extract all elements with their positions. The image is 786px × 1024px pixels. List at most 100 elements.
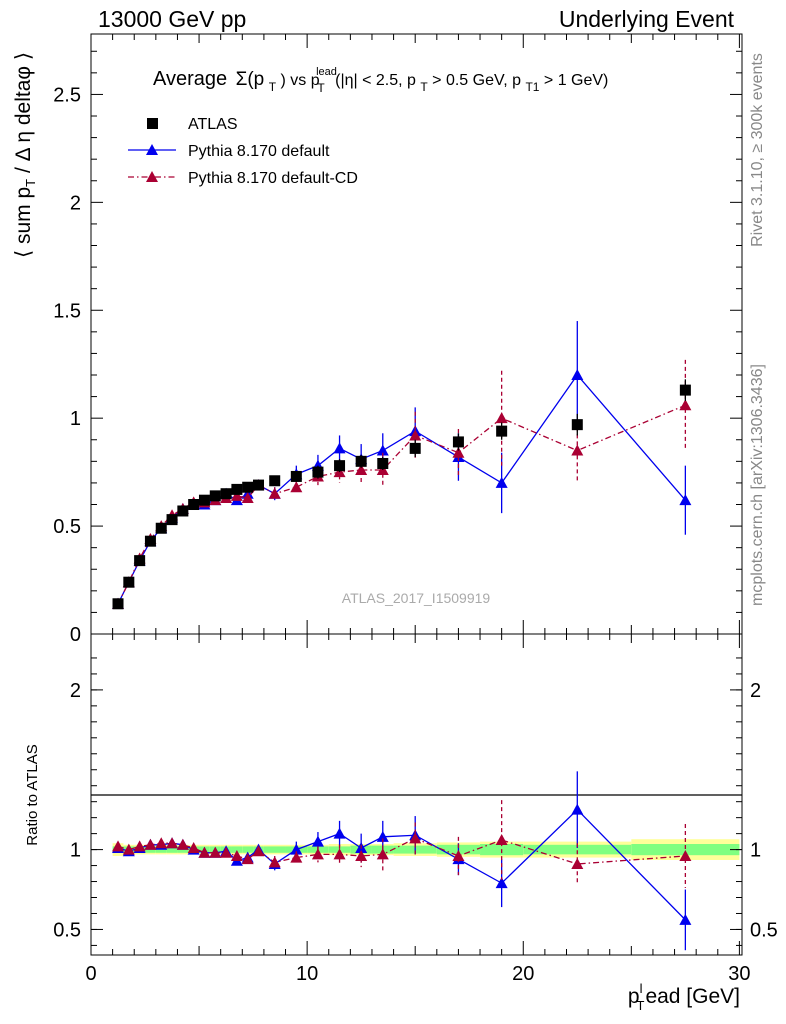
- pythia-default-point: [679, 494, 692, 506]
- atlas-point: [377, 457, 389, 469]
- ratio-ytick-label-right: 1: [750, 840, 761, 862]
- atlas-point: [198, 494, 210, 506]
- ratio-pythia-default-point: [571, 803, 584, 815]
- ratio-pythia-cd-point: [355, 849, 368, 861]
- atlas-point: [452, 436, 464, 448]
- ratio-pythia-cd-point: [290, 851, 303, 863]
- main-panel: 0 0.5 1 1.5 2 2.5 ATLAS_2017_I1509919 Average…: [12, 33, 743, 646]
- ratio-pythia-cd-point: [133, 840, 146, 852]
- legend-marker-pythia-default: [146, 144, 158, 155]
- ratio-pythia-default-point: [679, 913, 692, 925]
- pythia-cd-point: [355, 463, 368, 475]
- ratio-pythia-cd-point: [198, 846, 211, 858]
- ratio-pythia-cd-point: [409, 832, 422, 844]
- ratio-pythia-cd-point: [144, 838, 157, 850]
- ratio-pythia-cd-point: [452, 849, 465, 861]
- ratio-xtick-label: 20: [512, 963, 534, 985]
- ratio-band-inner: [166, 846, 178, 853]
- ratio-pythia-cd-point: [333, 848, 346, 860]
- ratio-ytick-label: 2: [70, 680, 81, 702]
- ratio-pythia-cd-point: [155, 837, 168, 849]
- legend-label-atlas: ATLAS: [188, 116, 238, 133]
- atlas-point: [679, 384, 691, 396]
- atlas-point: [355, 455, 367, 467]
- atlas-point: [209, 490, 221, 502]
- atlas-point: [409, 442, 421, 454]
- ratio-pythia-cd-point: [241, 853, 254, 865]
- atlas-point: [496, 425, 508, 437]
- ratio-pythia-default-point: [333, 827, 346, 839]
- atlas-point: [144, 535, 156, 547]
- ratio-band-inner: [242, 846, 254, 853]
- atlas-point: [312, 466, 324, 478]
- atlas-point: [290, 470, 302, 482]
- ratio-pythia-default-point: [376, 830, 389, 842]
- ratio-band-inner: [263, 846, 286, 853]
- atlas-point: [220, 488, 232, 500]
- ratio-frame: [90, 633, 743, 956]
- ratio-pythia-cd-point: [187, 842, 200, 853]
- atlas-point: [112, 598, 124, 610]
- legend-entry-atlas: ATLAS: [147, 116, 238, 133]
- header-left: 13000 GeV pp: [98, 6, 247, 32]
- ratio-pythia-cd-point: [376, 848, 389, 860]
- main-ytick-label: 1: [70, 408, 81, 430]
- atlas-point: [231, 483, 243, 495]
- ratio-pythia-default-point: [290, 843, 303, 855]
- pythia-default-point: [571, 369, 584, 381]
- legend: ATLAS Pythia 8.170 default Pythia 8.170 …: [128, 116, 358, 187]
- ratio-pythia-cd-point: [166, 837, 179, 849]
- ratio-pythia-default-line: [117, 808, 686, 921]
- atlas-point: [334, 460, 346, 472]
- atlas-point: [571, 419, 583, 431]
- ratio-pythia-cd-point: [209, 846, 222, 858]
- mcplots-label: mcplots.cern.ch [arXiv:1306.3436]: [749, 364, 766, 606]
- pythia-cd-point: [679, 399, 692, 411]
- atlas-point: [177, 505, 189, 517]
- pythia-cd-point: [290, 481, 303, 493]
- pythia-default-line: [117, 373, 686, 605]
- atlas-point: [188, 499, 200, 511]
- pythia-cd-point: [452, 446, 465, 458]
- pythia-cd-point: [409, 429, 422, 441]
- ratio-ytick-label: 1: [70, 840, 81, 862]
- main-title: Average Σ(p T ) vs p lead T (|η| < 2.5, …: [153, 62, 608, 96]
- main-ylabel: ⟨ sum pT / Δ η deltaφ ⟩: [12, 52, 38, 258]
- ratio-pythia-cd-point: [176, 838, 189, 850]
- ratio-pythia-cd-point: [122, 843, 135, 855]
- ratio-band-inner: [231, 846, 243, 853]
- main-watermark: ATLAS_2017_I1509919: [342, 590, 491, 606]
- main-ytick-label: 0: [70, 624, 81, 646]
- ratio-xlabel: pl Tead [GeV]: [628, 981, 740, 1013]
- ratio-ylabel: Ratio to ATLAS: [24, 744, 41, 845]
- pythia-cd-point: [268, 487, 281, 499]
- main-ytick-label: 2: [70, 192, 81, 214]
- ratio-band-inner: [523, 844, 632, 855]
- pythia-default-point: [333, 442, 346, 454]
- ratio-xtick-label: 10: [296, 963, 318, 985]
- pythia-cd-point: [495, 412, 508, 424]
- ratio-pythia-cd-point: [571, 857, 584, 869]
- ratio-pythia-cd-point: [220, 846, 233, 858]
- ratio-pythia-default-point: [311, 835, 324, 847]
- legend-label-pythia-cd: Pythia 8.170 default-CD: [188, 170, 358, 187]
- legend-marker-pythia-cd: [146, 171, 158, 182]
- main-ytick-label: 2.5: [53, 84, 81, 106]
- ratio-xtick-label: 30: [728, 963, 750, 985]
- pythia-default-point: [495, 476, 508, 488]
- ratio-pythia-cd-point: [252, 845, 265, 857]
- ratio-ytick-label: 0.5: [53, 919, 81, 941]
- pythia-cd-point: [571, 444, 584, 456]
- ratio-pythia-cd-point: [679, 849, 692, 861]
- main-ytick-label: 1.5: [53, 300, 81, 322]
- atlas-point: [155, 522, 167, 534]
- ratio-pythia-cd-point: [268, 856, 281, 868]
- atlas-point: [134, 555, 146, 567]
- atlas-point: [166, 514, 178, 526]
- ratio-ytick-label-right: 0.5: [750, 919, 778, 941]
- ratio-pythia-cd-point: [495, 834, 508, 846]
- ratio-band-inner: [631, 844, 740, 856]
- header-right: Underlying Event: [558, 6, 734, 32]
- legend-entry-pythia-cd: Pythia 8.170 default-CD: [128, 170, 358, 187]
